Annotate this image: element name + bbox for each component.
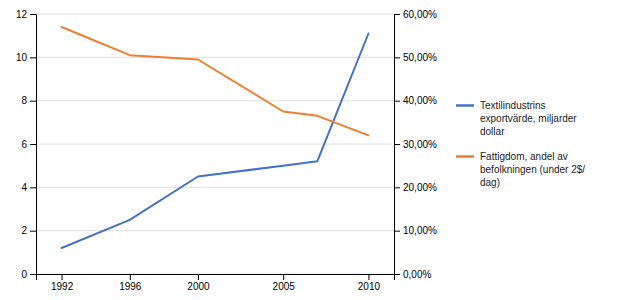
tick-mark bbox=[394, 14, 400, 15]
series-group bbox=[62, 27, 369, 248]
tick: 2005 bbox=[273, 274, 296, 292]
legend-label-line: exportvärde, miljarder bbox=[480, 113, 577, 124]
tick-mark bbox=[394, 274, 400, 275]
tick-label: 40,00% bbox=[403, 95, 437, 106]
tick-label: 50,00% bbox=[403, 52, 437, 63]
x-axis: 1992 1996 2000 2005 2010 bbox=[37, 274, 395, 292]
tick-label: 30,00% bbox=[403, 139, 437, 150]
tick-mark bbox=[394, 231, 400, 232]
tick: 20,00% bbox=[394, 182, 437, 193]
grid-line bbox=[36, 14, 394, 15]
tick-mark bbox=[394, 57, 400, 58]
grid-line bbox=[36, 100, 394, 101]
chart: 1992 1996 2000 2005 2010 0 2 4 6 8 10 12 0,00% 10,00%… bbox=[0, 0, 622, 300]
tick: 30,00% bbox=[394, 139, 437, 150]
tick: 1992 bbox=[51, 274, 74, 292]
axis-line bbox=[37, 275, 395, 281]
tick: 50,00% bbox=[394, 52, 437, 63]
legend-item: Textilindustrins exportvärde, miljarder do… bbox=[456, 100, 577, 137]
legend-label-line: Textilindustrins bbox=[480, 100, 546, 111]
tick-label: 10,00% bbox=[403, 225, 437, 236]
series-line bbox=[62, 27, 369, 135]
tick: 40,00% bbox=[394, 95, 437, 106]
tick-mark bbox=[30, 274, 36, 275]
legend-label: Fattigdom, andel av befolkningen (under 2… bbox=[480, 151, 585, 188]
tick-mark bbox=[394, 144, 400, 145]
tick-mark bbox=[368, 274, 369, 280]
tick-label: 10 bbox=[16, 52, 28, 63]
tick-label: 60,00% bbox=[403, 9, 437, 20]
grid-line bbox=[36, 144, 394, 145]
tick-label: 20,00% bbox=[403, 182, 437, 193]
tick-label: 2010 bbox=[358, 281, 381, 292]
y-axis: 0 2 4 6 8 10 12 bbox=[16, 9, 37, 280]
tick: 10,00% bbox=[394, 225, 437, 236]
tick-mark bbox=[30, 231, 36, 232]
tick-mark bbox=[30, 14, 36, 15]
tick-label: 0 bbox=[21, 269, 27, 280]
tick: 12 bbox=[16, 9, 36, 20]
tick: 6 bbox=[21, 139, 36, 150]
tick-mark bbox=[198, 274, 199, 280]
legend-item: Fattigdom, andel av befolkningen (under 2… bbox=[456, 151, 585, 188]
tick-label: 1992 bbox=[51, 281, 74, 292]
tick: 2010 bbox=[358, 274, 381, 292]
tick-mark bbox=[283, 274, 284, 280]
grid-line bbox=[36, 187, 394, 188]
grid-line bbox=[36, 57, 394, 58]
grid bbox=[36, 14, 394, 274]
axis-line bbox=[30, 15, 37, 275]
tick-label: 4 bbox=[21, 182, 27, 193]
tick: 10 bbox=[16, 52, 36, 63]
series-line bbox=[62, 34, 369, 249]
tick-mark bbox=[130, 274, 131, 280]
tick-label: 0,00% bbox=[403, 269, 431, 280]
tick-label: 6 bbox=[21, 139, 27, 150]
tick-label: 8 bbox=[21, 95, 27, 106]
axis-line bbox=[395, 15, 401, 275]
legend-swatch bbox=[456, 155, 474, 158]
tick-mark bbox=[394, 187, 400, 188]
legend-label-line: Fattigdom, andel av bbox=[480, 151, 568, 162]
legend: Textilindustrins exportvärde, miljarder do… bbox=[456, 100, 585, 188]
tick: 60,00% bbox=[394, 9, 437, 20]
tick-mark bbox=[62, 274, 63, 280]
tick: 0 bbox=[21, 269, 36, 280]
tick-mark bbox=[30, 57, 36, 58]
tick-mark bbox=[394, 101, 400, 102]
legend-label-line: dollar bbox=[480, 126, 505, 137]
tick: 8 bbox=[21, 95, 36, 106]
legend-swatch bbox=[456, 104, 474, 107]
tick-label: 2 bbox=[21, 225, 27, 236]
tick-label: 12 bbox=[16, 9, 28, 20]
tick: 2 bbox=[21, 225, 36, 236]
tick-label: 2005 bbox=[273, 281, 296, 292]
tick: 0,00% bbox=[394, 269, 431, 280]
tick: 2000 bbox=[187, 274, 210, 292]
chart-container: 1992 1996 2000 2005 2010 0 2 4 6 8 10 12 0,00% 10,00%… bbox=[0, 0, 622, 300]
tick-mark bbox=[30, 144, 36, 145]
legend-label: Textilindustrins exportvärde, miljarder do… bbox=[480, 100, 577, 137]
tick: 4 bbox=[21, 182, 36, 193]
legend-label-line: dag) bbox=[480, 177, 500, 188]
legend-label-line: befolkningen (under 2$/ bbox=[480, 164, 585, 175]
y2-axis: 0,00% 10,00% 20,00% 30,00% 40,00% 50,00% 60,00… bbox=[394, 9, 437, 280]
tick-label: 2000 bbox=[187, 281, 210, 292]
tick-mark bbox=[30, 101, 36, 102]
tick: 1996 bbox=[119, 274, 142, 292]
tick-mark bbox=[30, 187, 36, 188]
grid-line bbox=[36, 230, 394, 231]
tick-label: 1996 bbox=[119, 281, 142, 292]
plot: 1992 1996 2000 2005 2010 0 2 4 6 8 10 12 0,00% 10,00%… bbox=[16, 9, 437, 292]
